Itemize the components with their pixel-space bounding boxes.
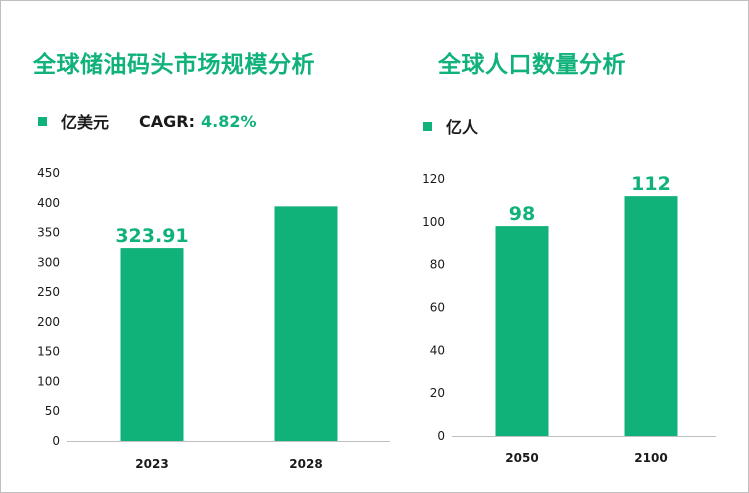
chart1-y-tick-300: 300 <box>37 255 60 269</box>
chart2-bar-2100 <box>624 196 678 436</box>
chart1-data-label-2023: 323.91 <box>115 225 188 247</box>
chart2-data-label-2100: 112 <box>631 173 671 195</box>
chart2-y-tick-80: 80 <box>430 258 445 272</box>
legend-swatch <box>423 121 432 131</box>
chart2-y-tick-0: 0 <box>437 429 445 443</box>
chart1-x-tick-2028: 2028 <box>289 457 322 471</box>
chart2-y-tick-100: 100 <box>422 215 445 229</box>
legend-swatch <box>38 116 47 126</box>
chart2-y-tick-20: 20 <box>430 386 445 400</box>
chart2-legend: 亿人 <box>423 114 478 138</box>
chart2-bar-2050 <box>495 226 549 436</box>
chart2-x-tick-2100: 2100 <box>634 451 667 465</box>
chart2-legend-unit: 亿人 <box>446 118 479 137</box>
chart1-y-tick-450: 450 <box>37 166 60 180</box>
chart2-y-tick-120: 120 <box>422 172 445 186</box>
chart1-legend-unit: 亿美元 <box>61 113 110 132</box>
chart1-y-tick-50: 50 <box>45 404 60 418</box>
chart1-bar-2028 <box>274 206 338 441</box>
chart1-x-tick-2023: 2023 <box>135 457 168 471</box>
chart1-y-tick-150: 150 <box>37 345 60 359</box>
chart1-y-tick-0: 0 <box>52 434 60 448</box>
chart1-title: 全球储油码头市场规模分析 <box>33 52 315 78</box>
chart1-bar-2023 <box>120 248 184 441</box>
chart1-cagr-value: 4.82% <box>201 111 257 131</box>
chart1-y-tick-200: 200 <box>37 315 60 329</box>
chart2-x-tick-2050: 2050 <box>505 451 538 465</box>
chart1-y-tick-100: 100 <box>37 374 60 388</box>
chart1-cagr-label: CAGR: <box>139 111 195 131</box>
chart1-y-tick-350: 350 <box>37 226 60 240</box>
chart1-legend: 亿美元 CAGR: 4.82% <box>38 109 257 133</box>
chart2-data-label-2050: 98 <box>509 203 535 225</box>
chart2-y-tick-60: 60 <box>430 301 445 315</box>
chart2-y-tick-40: 40 <box>430 343 445 357</box>
chart1-y-tick-400: 400 <box>37 196 60 210</box>
chart2-title: 全球人口数量分析 <box>438 52 626 78</box>
chart1-y-tick-250: 250 <box>37 285 60 299</box>
